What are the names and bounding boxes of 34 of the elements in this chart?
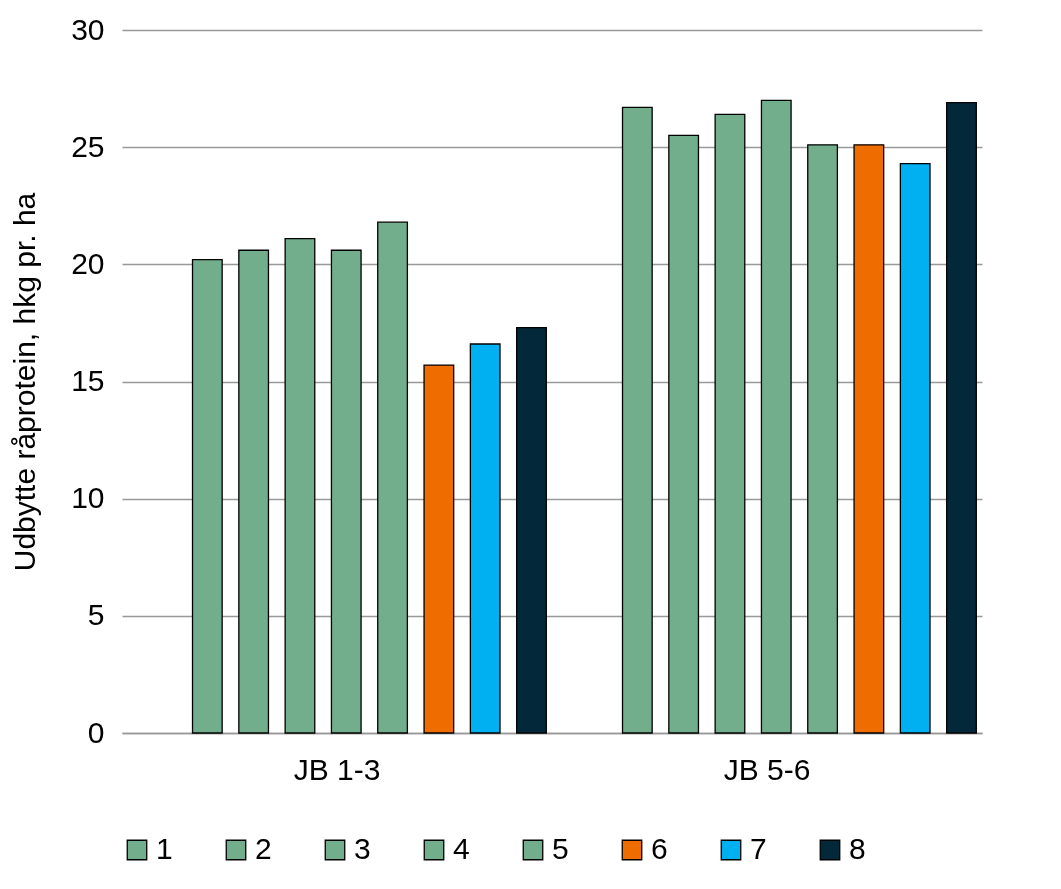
y-axis-title: Udbytte råprotein, hkg pr. ha [8, 192, 42, 572]
legend-label: 5 [552, 832, 569, 865]
bar [516, 326, 547, 734]
legend-label: 7 [750, 832, 767, 865]
bar [423, 364, 455, 734]
bar [807, 144, 839, 734]
bar [621, 106, 653, 734]
bar [377, 221, 409, 734]
bar [238, 249, 270, 734]
y-tick-label: 5 [87, 598, 105, 632]
bar [899, 162, 931, 734]
x-tick-label: JB 5-6 [723, 752, 811, 786]
legend-label: 2 [255, 832, 272, 865]
bar [668, 134, 700, 734]
y-tick-label: 25 [71, 129, 105, 163]
legend-label: 4 [453, 832, 470, 865]
bar [946, 101, 977, 734]
bar [469, 343, 501, 734]
y-tick-label: 30 [71, 12, 105, 46]
y-tick-label: 0 [87, 715, 105, 749]
legend-label: 8 [849, 832, 866, 865]
bar [714, 113, 746, 734]
y-tick-label: 10 [71, 481, 105, 515]
legend-label: 1 [156, 832, 173, 865]
y-tick-label: 15 [71, 364, 105, 397]
bar [330, 249, 362, 734]
bar [853, 144, 885, 734]
legend-label: 6 [651, 832, 668, 865]
bar [284, 237, 316, 734]
legend-label: 3 [354, 832, 371, 865]
bar [760, 99, 792, 734]
y-tick-label: 20 [71, 246, 105, 280]
x-tick-label: JB 1-3 [293, 752, 381, 786]
bar [191, 259, 223, 734]
